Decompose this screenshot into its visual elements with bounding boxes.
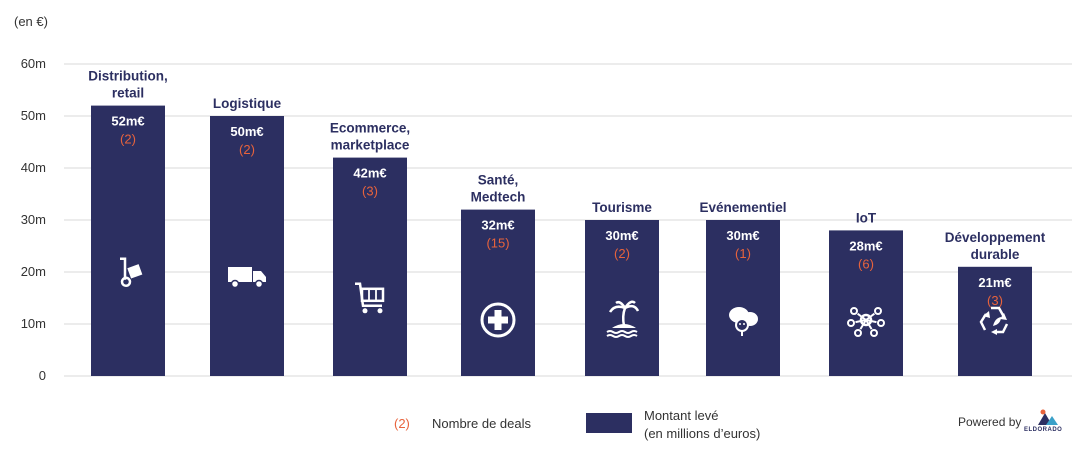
bar-value-label: 28m€ <box>849 238 882 253</box>
bar-value-label: 52m€ <box>111 114 144 129</box>
deal-count-label: (1) <box>735 246 751 261</box>
category-label: Ecommerce, <box>330 121 410 136</box>
deal-count-label: (2) <box>120 132 136 147</box>
recycle-icon <box>979 306 1009 335</box>
category-label: durable <box>971 247 1020 262</box>
bar-value-label: 50m€ <box>230 124 263 139</box>
y-tick-label: 30m <box>21 212 46 227</box>
y-tick-label: 40m <box>21 160 46 175</box>
legend-count-symbol: (2) <box>394 416 410 431</box>
category-label: retail <box>112 86 144 101</box>
party-icon <box>729 307 758 336</box>
legend: (2) Nombre de deals Montant levé (en mil… <box>0 405 1089 449</box>
deal-count-label: (6) <box>858 256 874 271</box>
bar <box>210 116 284 376</box>
legend-amount-line1: Montant levé <box>644 408 719 423</box>
deal-count-label: (2) <box>614 246 630 261</box>
bar-value-label: 42m€ <box>353 166 386 181</box>
deal-count-label: (2) <box>239 142 255 157</box>
bar <box>829 230 903 376</box>
powered-by-label: Powered by <box>958 415 1022 429</box>
legend-amount-swatch <box>586 413 632 433</box>
category-label: Développement <box>945 230 1046 245</box>
bar-value-label: 21m€ <box>978 275 1011 290</box>
bar-value-label: 30m€ <box>605 228 638 243</box>
category-label: Santé, <box>478 173 519 188</box>
shopping-cart-icon <box>355 282 385 314</box>
y-tick-label: 50m <box>21 108 46 123</box>
logo-text: ELDORADO <box>1024 427 1063 433</box>
category-label: marketplace <box>331 138 410 153</box>
unit-label: (en €) <box>14 14 48 29</box>
y-tick-label: 10m <box>21 316 46 331</box>
bar <box>333 157 407 376</box>
category-label: IoT <box>856 210 877 225</box>
island-icon <box>606 300 640 338</box>
eldorado-logo-icon <box>1038 409 1058 425</box>
legend-amount-label: Montant levé (en millions d’euros) <box>644 407 824 443</box>
y-tick-label: 60m <box>21 56 46 71</box>
y-tick-label: 20m <box>21 264 46 279</box>
category-label: Medtech <box>471 190 526 205</box>
truck-icon <box>228 267 266 289</box>
bar <box>585 220 659 376</box>
deal-count-label: (3) <box>987 293 1003 308</box>
bar <box>706 220 780 376</box>
y-tick-label: 0 <box>39 368 46 383</box>
deal-count-label: (3) <box>362 184 378 199</box>
bar-value-label: 32m€ <box>481 218 514 233</box>
bar-value-label: 30m€ <box>726 228 759 243</box>
medical-cross-icon <box>480 302 516 338</box>
chart-svg: 0 10m 20m 30m 40m 50m 60m 52m€ (2) Distribution, r… <box>21 56 1072 383</box>
legend-amount-line2: (en millions d’euros) <box>644 426 761 441</box>
category-label: Logistique <box>213 96 282 111</box>
bar <box>461 209 535 376</box>
deal-count-label: (15) <box>486 236 509 251</box>
bar <box>91 105 165 376</box>
category-label: Distribution, <box>88 69 168 84</box>
network-icon <box>847 307 885 337</box>
legend-count-label: Nombre de deals <box>432 416 531 431</box>
category-label: Tourisme <box>592 200 652 215</box>
hand-truck-icon <box>120 257 143 288</box>
category-label: Evénementiel <box>699 200 786 215</box>
